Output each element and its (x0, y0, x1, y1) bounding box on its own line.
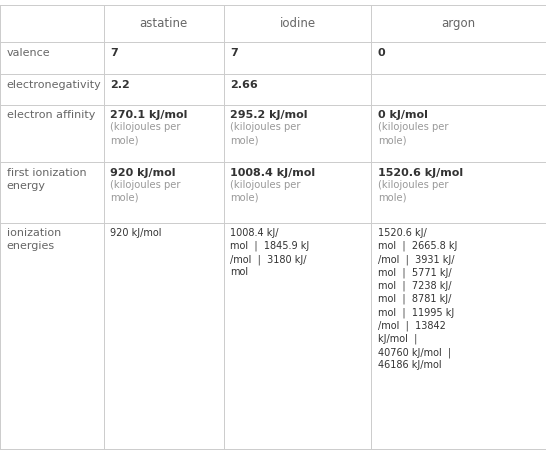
Text: 1008.4 kJ/
mol  |  1845.9 kJ
/mol  |  3180 kJ/
mol: 1008.4 kJ/ mol | 1845.9 kJ /mol | 3180 k… (230, 228, 310, 277)
Text: 2.66: 2.66 (230, 80, 258, 90)
Text: 7: 7 (110, 48, 118, 58)
Text: (kilojoules per
mole): (kilojoules per mole) (110, 122, 181, 145)
Text: argon: argon (442, 17, 476, 30)
Text: 1520.6 kJ/
mol  |  2665.8 kJ
/mol  |  3931 kJ/
mol  |  5771 kJ/
mol  |  7238 kJ/: 1520.6 kJ/ mol | 2665.8 kJ /mol | 3931 k… (378, 228, 457, 370)
Text: 7: 7 (230, 48, 238, 58)
Text: 0 kJ/mol: 0 kJ/mol (378, 110, 428, 120)
Text: astatine: astatine (140, 17, 188, 30)
Text: 1008.4 kJ/mol: 1008.4 kJ/mol (230, 168, 316, 178)
Text: (kilojoules per
mole): (kilojoules per mole) (378, 122, 448, 145)
Text: (kilojoules per
mole): (kilojoules per mole) (230, 180, 301, 203)
Text: 920 kJ/mol: 920 kJ/mol (110, 228, 162, 238)
Text: 2.2: 2.2 (110, 80, 130, 90)
Text: 1520.6 kJ/mol: 1520.6 kJ/mol (378, 168, 463, 178)
Text: 920 kJ/mol: 920 kJ/mol (110, 168, 176, 178)
Text: electronegativity: electronegativity (7, 80, 102, 90)
Text: valence: valence (7, 48, 50, 58)
Text: iodine: iodine (280, 17, 316, 30)
Text: 295.2 kJ/mol: 295.2 kJ/mol (230, 110, 308, 120)
Text: first ionization
energy: first ionization energy (7, 168, 86, 191)
Text: ionization
energies: ionization energies (7, 228, 61, 251)
Text: 270.1 kJ/mol: 270.1 kJ/mol (110, 110, 188, 120)
Text: (kilojoules per
mole): (kilojoules per mole) (378, 180, 448, 203)
Text: 0: 0 (378, 48, 385, 58)
Text: (kilojoules per
mole): (kilojoules per mole) (230, 122, 301, 145)
Text: (kilojoules per
mole): (kilojoules per mole) (110, 180, 181, 203)
Text: electron affinity: electron affinity (7, 110, 95, 120)
